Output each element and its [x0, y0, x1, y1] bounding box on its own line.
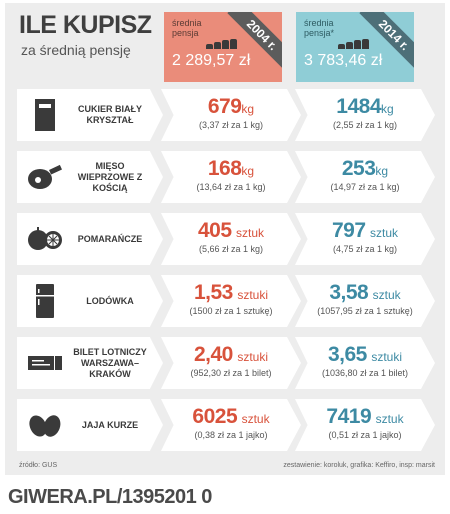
product-name: POMARAŃCZE [77, 233, 143, 244]
value-cell-2004: 1,53 sztuki (1500 zł za 1 sztukę) [161, 275, 301, 327]
value-cell-2014: 3,65 sztuki (1036,80 zł za 1 bilet) [295, 337, 435, 389]
value-unit: kg [381, 102, 394, 116]
value-price: (13,64 zł za 1 kg) [196, 182, 266, 192]
value-price: (952,30 zł za 1 bilet) [190, 368, 272, 378]
value-unit: sztuk [235, 226, 264, 240]
value-price: (0,51 zł za 1 jajko) [328, 430, 402, 440]
product-label-cell: JAJA KURZE [17, 399, 163, 451]
value-cell-2014: 1484kg (2,55 zł za 1 kg) [295, 89, 435, 141]
product-label-cell: MIĘSO WIEPRZOWE Z KOŚCIĄ [17, 151, 163, 203]
value-unit: sztuk [375, 412, 404, 426]
salary-card-2014: średnia pensja* 3 783,46 zł 2014 r. [296, 12, 414, 82]
product-name: JAJA KURZE [81, 419, 139, 430]
product-label-cell: POMARAŃCZE [17, 213, 163, 265]
value-price: (1036,80 zł za 1 bilet) [321, 368, 409, 378]
value-cell-2014: 253kg (14,97 zł za 1 kg) [295, 151, 435, 203]
value-cell-2004: 168kg (13,64 zł za 1 kg) [161, 151, 301, 203]
value-number: 168 [207, 157, 242, 180]
oranges-icon [27, 221, 63, 257]
value-unit: sztuk [372, 288, 401, 302]
salary-label-2004: średnia pensja [172, 18, 202, 38]
product-row: CUKIER BIAŁY KRYSZTAŁ 679kg (3,37 zł za … [17, 89, 435, 141]
plane-ticket-icon [27, 345, 63, 381]
value-unit: sztuk [241, 412, 270, 426]
product-row: MIĘSO WIEPRZOWE Z KOŚCIĄ 168kg (13,64 zł… [17, 151, 435, 203]
value-cell-2004: 405 sztuk (5,66 zł za 1 kg) [161, 213, 301, 265]
product-name: MIĘSO WIEPRZOWE Z KOŚCIĄ [77, 160, 143, 193]
page-title: ILE KUPISZ [19, 11, 152, 39]
sugar-bag-icon [27, 97, 63, 133]
value-cell-2014: 797 sztuk (4,75 zł za 1 kg) [295, 213, 435, 265]
value-price: (3,37 zł za 1 kg) [198, 120, 264, 130]
coins-icon [206, 39, 237, 49]
value-price: (2,55 zł za 1 kg) [332, 120, 398, 130]
product-name: LODÓWKA [86, 295, 134, 306]
product-row: BILET LOTNICZY WARSZAWA–KRAKÓW 2,40 sztu… [17, 337, 435, 389]
salary-card-2004: średnia pensja 2 289,57 zł 2004 r. [164, 12, 282, 82]
watermark: GIWERA.PL/1395201 0 [8, 486, 212, 508]
infographic: ILE KUPISZ za średnią pensję średnia pen… [5, 3, 445, 475]
value-number: 3,58 [329, 281, 369, 304]
value-price: (5,66 zł za 1 kg) [198, 244, 264, 254]
value-number: 2,40 [193, 343, 233, 366]
eggs-icon [27, 407, 63, 443]
coins-icon [338, 39, 369, 49]
value-unit: kg [375, 164, 389, 178]
credits-note: zestawienie: koroluk, grafika: Keffiro, … [283, 462, 435, 469]
value-number: 797 [331, 219, 366, 242]
value-number: 3,65 [327, 343, 367, 366]
product-label-cell: CUKIER BIAŁY KRYSZTAŁ [17, 89, 163, 141]
source-note: źródło: GUS [19, 462, 58, 469]
product-label-cell: LODÓWKA [17, 275, 163, 327]
value-cell-2014: 3,58 sztuk (1057,95 zł za 1 sztukę) [295, 275, 435, 327]
value-number: 405 [197, 219, 232, 242]
salary-label-2014: średnia pensja* [304, 18, 335, 38]
pork-leg-icon [27, 159, 63, 195]
value-number: 679 [207, 95, 242, 118]
product-row: POMARAŃCZE 405 sztuk (5,66 zł za 1 kg) 7… [17, 213, 435, 265]
product-row: LODÓWKA 1,53 sztuki (1500 zł za 1 sztukę… [17, 275, 435, 327]
value-unit: kg [241, 102, 255, 116]
value-unit: sztuki [237, 350, 268, 364]
value-number: 7419 [326, 405, 372, 428]
value-cell-2004: 679kg (3,37 zł za 1 kg) [161, 89, 301, 141]
value-price: (14,97 zł za 1 kg) [330, 182, 400, 192]
product-name: CUKIER BIAŁY KRYSZTAŁ [77, 104, 142, 125]
value-number: 253 [341, 157, 376, 180]
product-label-cell: BILET LOTNICZY WARSZAWA–KRAKÓW [17, 337, 163, 389]
value-cell-2004: 2,40 sztuki (952,30 zł za 1 bilet) [161, 337, 301, 389]
page-subtitle: za średnią pensję [21, 42, 131, 58]
value-price: (1057,95 zł za 1 sztukę) [317, 306, 413, 316]
value-unit: kg [241, 164, 255, 178]
value-number: 1,53 [193, 281, 233, 304]
value-number: 6025 [192, 405, 238, 428]
value-unit: sztuk [369, 226, 398, 240]
product-row: JAJA KURZE 6025 sztuk (0,38 zł za 1 jajk… [17, 399, 435, 451]
value-price: (4,75 zł za 1 kg) [332, 244, 398, 254]
value-unit: sztuki [371, 350, 402, 364]
value-price: (0,38 zł za 1 jajko) [194, 430, 268, 440]
value-cell-2014: 7419 sztuk (0,51 zł za 1 jajko) [295, 399, 435, 451]
value-number: 1484 [336, 95, 382, 118]
value-price: (1500 zł za 1 sztukę) [189, 306, 273, 316]
value-cell-2004: 6025 sztuk (0,38 zł za 1 jajko) [161, 399, 301, 451]
value-unit: sztuki [237, 288, 268, 302]
salary-amount-2004: 2 289,57 zł [172, 52, 251, 69]
fridge-icon [27, 283, 63, 319]
product-name: BILET LOTNICZY WARSZAWA–KRAKÓW [73, 346, 147, 379]
salary-amount-2014: 3 783,46 zł [304, 52, 383, 69]
